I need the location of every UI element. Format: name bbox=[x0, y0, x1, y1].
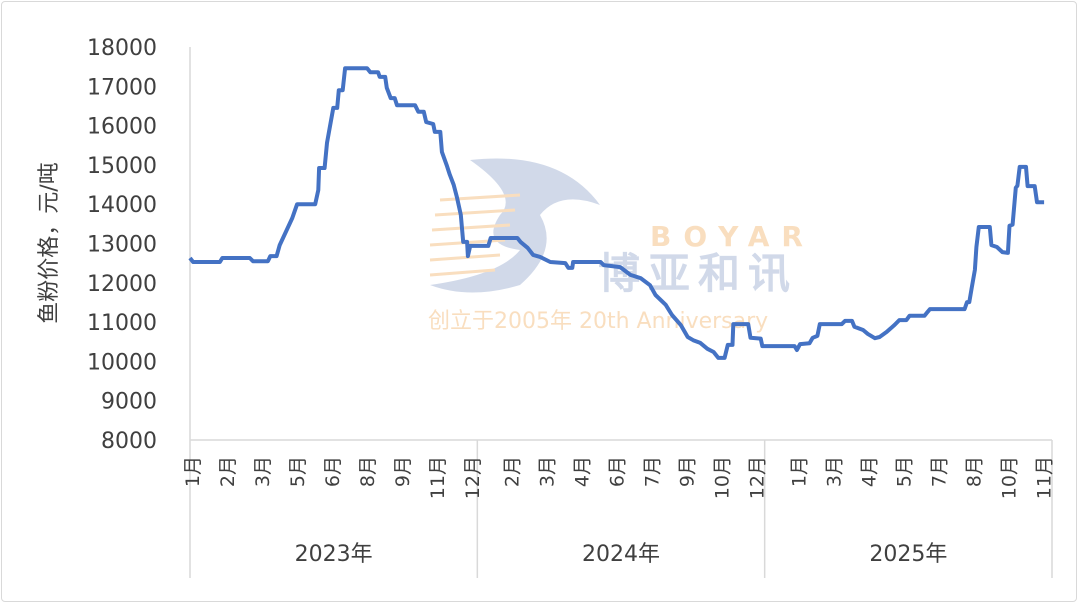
year-label: 2025年 bbox=[869, 542, 947, 567]
x-tick-label: 2月 bbox=[217, 456, 239, 487]
watermark-bird-shape bbox=[430, 158, 600, 293]
y-tick-label: 8000 bbox=[101, 429, 157, 454]
x-tick-label: 12月 bbox=[462, 456, 484, 499]
boyar-watermark-logo: BOYAR 博亚和讯 创立于2005年 20th Anniversary bbox=[428, 158, 815, 334]
y-tick-label: 17000 bbox=[87, 75, 157, 100]
x-tick-label: 9月 bbox=[392, 456, 414, 487]
x-tick-label: 11月 bbox=[427, 456, 449, 499]
x-tick-label: 8月 bbox=[964, 456, 986, 487]
x-tick-label: 3月 bbox=[536, 456, 558, 487]
watermark-slogan: 创立于2005年 20th Anniversary bbox=[428, 309, 768, 334]
y-axis-title: 鱼粉价格，元/吨 bbox=[37, 162, 62, 323]
x-tick-label: 7月 bbox=[641, 456, 663, 487]
x-tick-label: 1月 bbox=[182, 456, 204, 487]
y-tick-label: 16000 bbox=[87, 115, 157, 140]
x-tick-label: 10月 bbox=[999, 456, 1021, 499]
x-tick-label: 3月 bbox=[252, 456, 274, 487]
x-tick-label: 4月 bbox=[571, 456, 593, 487]
price-series-line bbox=[188, 66, 1045, 360]
x-tick-label: 9月 bbox=[676, 456, 698, 487]
year-label: 2023年 bbox=[295, 542, 373, 567]
x-tick-label: 10月 bbox=[711, 456, 733, 499]
y-tick-label: 13000 bbox=[87, 233, 157, 258]
x-tick-label: 5月 bbox=[894, 456, 916, 487]
x-tick-label: 3月 bbox=[824, 456, 846, 487]
x-tick-label: 1月 bbox=[789, 456, 811, 487]
x-tick-label: 7月 bbox=[929, 456, 951, 487]
y-tick-label: 10000 bbox=[87, 350, 157, 375]
y-tick-label: 18000 bbox=[87, 36, 157, 61]
y-tick-label: 14000 bbox=[87, 193, 157, 218]
x-tick-label: 4月 bbox=[859, 456, 881, 487]
x-tick-label: 5月 bbox=[287, 456, 309, 487]
x-tick-label: 8月 bbox=[357, 456, 379, 487]
y-tick-label: 11000 bbox=[87, 311, 157, 336]
watermark-brand: BOYAR bbox=[650, 220, 815, 253]
year-label: 2024年 bbox=[582, 542, 660, 567]
x-tick-label: 6月 bbox=[322, 456, 344, 487]
y-tick-label: 15000 bbox=[87, 154, 157, 179]
y-tick-label: 12000 bbox=[87, 272, 157, 297]
x-tick-label: 12月 bbox=[746, 456, 768, 499]
x-tick-label: 11月 bbox=[1034, 456, 1056, 499]
y-tick-label: 9000 bbox=[101, 390, 157, 415]
x-tick-label: 2月 bbox=[501, 456, 523, 487]
x-tick-label: 6月 bbox=[606, 456, 628, 487]
